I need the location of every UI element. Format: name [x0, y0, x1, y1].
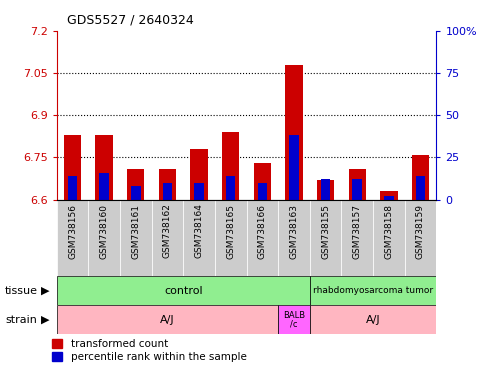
Bar	[194, 183, 204, 200]
Bar	[68, 176, 77, 200]
Text: GSM738155: GSM738155	[321, 204, 330, 258]
Text: GSM738161: GSM738161	[131, 204, 141, 258]
Bar	[257, 183, 267, 200]
Bar	[190, 149, 208, 200]
Text: GSM738159: GSM738159	[416, 204, 425, 258]
Bar	[289, 136, 299, 200]
Bar	[278, 200, 310, 276]
Text: rhabdomyosarcoma tumor: rhabdomyosarcoma tumor	[313, 286, 433, 295]
Bar	[152, 200, 183, 276]
Text: GDS5527 / 2640324: GDS5527 / 2640324	[67, 14, 193, 27]
Bar	[373, 200, 405, 276]
Bar	[100, 173, 109, 200]
Text: ▶: ▶	[41, 286, 49, 296]
Text: GSM738162: GSM738162	[163, 204, 172, 258]
Bar	[352, 179, 362, 200]
Bar	[163, 183, 172, 200]
Bar	[310, 305, 436, 334]
Bar	[159, 169, 176, 200]
Bar	[380, 191, 397, 200]
Text: GSM738160: GSM738160	[100, 204, 108, 258]
Text: GSM738163: GSM738163	[289, 204, 298, 258]
Bar	[88, 200, 120, 276]
Bar	[57, 200, 88, 276]
Bar	[215, 200, 246, 276]
Bar	[310, 200, 341, 276]
Text: GSM738165: GSM738165	[226, 204, 235, 258]
Text: A/J: A/J	[366, 314, 380, 325]
Text: strain: strain	[5, 314, 37, 325]
Text: ▶: ▶	[41, 314, 49, 325]
Legend: transformed count, percentile rank within the sample: transformed count, percentile rank withi…	[52, 339, 246, 362]
Bar	[405, 200, 436, 276]
Text: GSM738157: GSM738157	[352, 204, 362, 258]
Bar	[317, 180, 334, 200]
Bar	[226, 176, 236, 200]
Bar	[246, 200, 278, 276]
Bar	[341, 200, 373, 276]
Text: GSM738158: GSM738158	[385, 204, 393, 258]
Bar	[57, 305, 278, 334]
Bar	[183, 200, 215, 276]
Bar	[127, 169, 144, 200]
Bar	[349, 169, 366, 200]
Bar	[310, 276, 436, 305]
Text: BALB
/c: BALB /c	[283, 311, 305, 329]
Bar	[222, 132, 240, 200]
Text: A/J: A/J	[160, 314, 175, 325]
Bar	[253, 163, 271, 200]
Text: GSM738166: GSM738166	[258, 204, 267, 258]
Bar	[120, 200, 152, 276]
Bar	[96, 135, 113, 200]
Bar	[64, 135, 81, 200]
Bar	[384, 196, 393, 200]
Text: tissue: tissue	[5, 286, 38, 296]
Text: GSM738156: GSM738156	[68, 204, 77, 258]
Text: control: control	[164, 286, 203, 296]
Bar	[321, 179, 330, 200]
Bar	[57, 276, 310, 305]
Bar	[416, 176, 425, 200]
Bar	[285, 65, 303, 200]
Bar	[278, 305, 310, 334]
Bar	[131, 186, 141, 200]
Bar	[412, 155, 429, 200]
Text: GSM738164: GSM738164	[195, 204, 204, 258]
